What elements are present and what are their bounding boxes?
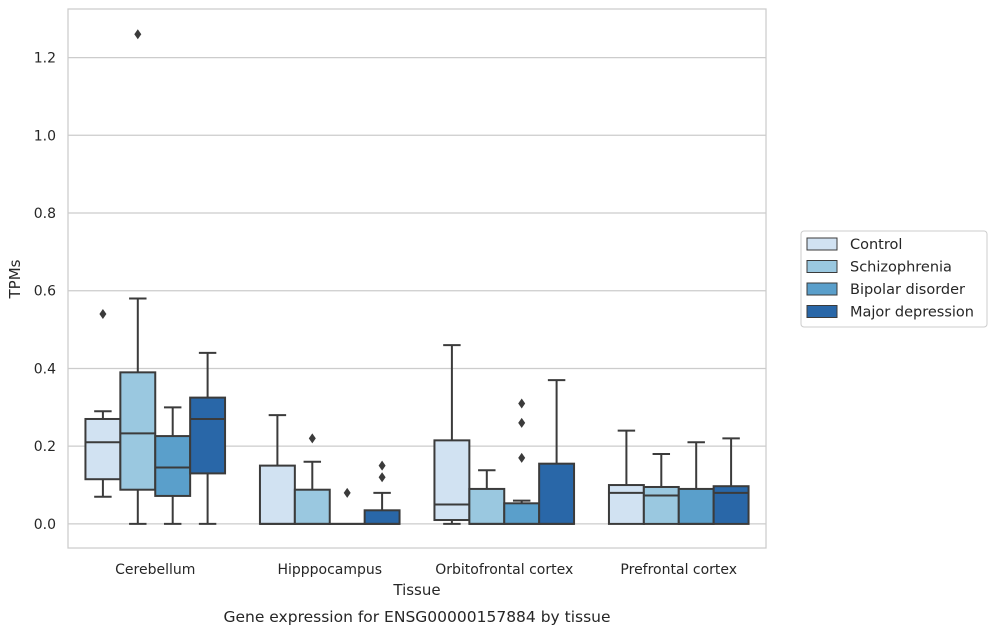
y-axis-title: TPMs	[6, 259, 24, 299]
legend-label: Major depression	[850, 305, 974, 321]
legend-swatch	[807, 238, 837, 250]
box-iqr	[469, 489, 504, 524]
box-iqr	[434, 440, 469, 520]
x-axis-title: Tissue	[392, 581, 440, 599]
x-tick-label: Cerebellum	[115, 562, 195, 578]
x-tick-label: Prefrontal cortex	[620, 562, 737, 578]
box-iqr	[679, 489, 714, 524]
legend-label: Control	[850, 237, 902, 253]
legend-swatch	[807, 283, 837, 295]
box-iqr	[609, 485, 644, 524]
legend-swatch	[807, 261, 837, 273]
y-tick-label: 0.2	[34, 439, 56, 455]
chart-caption: Gene expression for ENSG00000157884 by t…	[223, 608, 610, 626]
box-iqr	[504, 503, 539, 524]
box-iqr	[365, 510, 400, 524]
box-iqr	[295, 490, 330, 524]
box-iqr	[539, 464, 574, 524]
box-iqr	[644, 487, 679, 524]
legend: Control Schizophrenia Bipolar disorder Majo…	[801, 231, 987, 327]
x-tick-label: Hipppocampus	[277, 562, 382, 578]
box-iqr	[155, 436, 190, 496]
legend-label: Bipolar disorder	[850, 282, 965, 298]
box-iqr	[260, 466, 295, 524]
box-iqr	[190, 398, 225, 474]
y-tick-label: 0.6	[34, 284, 56, 300]
y-tick-label: 0.0	[34, 517, 56, 533]
box-iqr	[120, 372, 155, 489]
y-tick-label: 0.8	[34, 206, 56, 222]
y-tick-label: 1.0	[34, 128, 56, 144]
y-tick-label: 0.4	[34, 361, 56, 377]
legend-label: Schizophrenia	[850, 260, 952, 276]
box-iqr	[85, 419, 120, 479]
legend-swatch	[807, 306, 837, 318]
x-tick-label: Orbitofrontal cortex	[435, 562, 573, 578]
y-tick-label: 1.2	[34, 51, 56, 67]
